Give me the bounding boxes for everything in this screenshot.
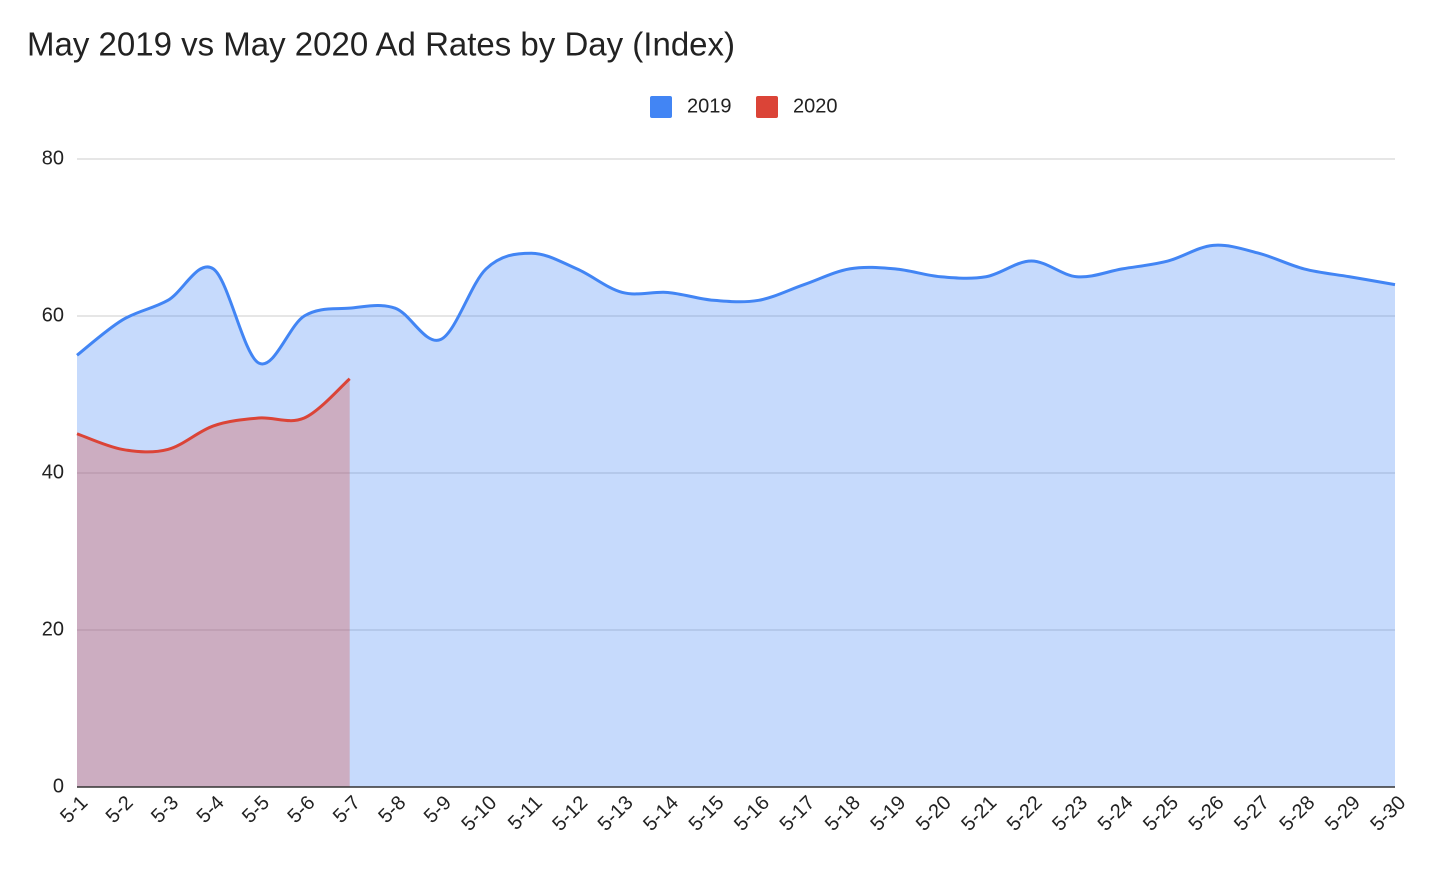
x-tick-label: 5-2 [102, 792, 138, 828]
x-tick-label: 5-6 [284, 792, 320, 828]
line [76, 377, 351, 454]
x-tick-label: 5-4 [193, 792, 229, 828]
x-tick-label: 5-19 [866, 792, 910, 836]
x-tick-label: 5-24 [1094, 792, 1138, 836]
line [76, 243, 1396, 366]
legend-swatch [650, 96, 672, 118]
x-tick-label: 5-8 [374, 792, 410, 828]
x-tick-label: 5-10 [457, 792, 501, 836]
legend-label: 2019 [687, 95, 732, 117]
x-tick-label: 5-30 [1366, 792, 1410, 836]
x-tick-label: 5-13 [594, 792, 638, 836]
x-tick-label: 5-18 [821, 792, 865, 836]
x-tick-label: 5-14 [639, 792, 683, 836]
x-tick-label: 5-3 [147, 792, 183, 828]
x-tick-label: 5-21 [957, 792, 1001, 836]
chart-title: May 2019 vs May 2020 Ad Rates by Day (In… [27, 26, 735, 63]
x-tick-label: 5-27 [1230, 792, 1274, 836]
x-tick-label: 5-20 [912, 792, 956, 836]
y-tick-label: 40 [42, 461, 64, 483]
x-tick-label: 5-5 [238, 792, 274, 828]
area [77, 378, 350, 787]
x-tick-label: 5-7 [329, 792, 365, 828]
y-tick-label: 20 [42, 618, 64, 640]
x-tick-label: 5-16 [730, 792, 774, 836]
y-tick-label: 80 [42, 147, 64, 169]
y-tick-label: 0 [53, 775, 64, 797]
y-tick-label: 60 [42, 304, 64, 326]
x-tick-label: 5-25 [1139, 792, 1183, 836]
legend-swatch [756, 96, 778, 118]
x-tick-label: 5-12 [548, 792, 592, 836]
x-tick-label: 5-11 [504, 792, 547, 835]
x-tick-label: 5-28 [1276, 792, 1320, 836]
area [77, 245, 1395, 788]
x-tick-label: 5-17 [776, 792, 820, 836]
x-tick-label: 5-9 [420, 792, 456, 828]
legend-label: 2020 [793, 95, 838, 117]
x-tick-label: 5-26 [1185, 792, 1229, 836]
x-tick-label: 5-22 [1003, 792, 1047, 836]
x-tick-label: 5-29 [1321, 792, 1365, 836]
x-tick-label: 5-23 [1048, 792, 1092, 836]
x-tick-label: 5-15 [685, 792, 729, 836]
